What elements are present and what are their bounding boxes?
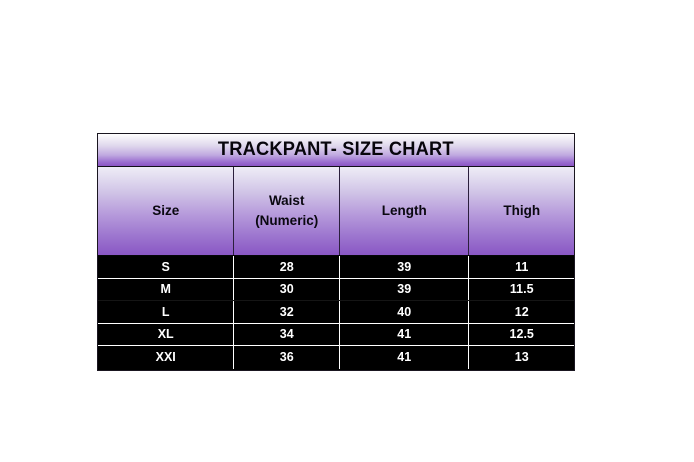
column-header-waist-label: Waist (268, 192, 305, 208)
cell-waist: 30 (234, 278, 340, 300)
table-row: L 32 40 12 (98, 301, 574, 324)
cell-size: XXI (98, 346, 235, 369)
table-header-row: Size Waist (Numeric) Length Thigh (98, 167, 574, 256)
cell-size: L (98, 301, 235, 323)
chart-title-bar: TRACKPANT- SIZE CHART (98, 134, 574, 167)
size-chart-table: TRACKPANT- SIZE CHART Size Waist (Numeri… (97, 133, 575, 371)
table-row: M 30 39 11.5 (98, 278, 574, 301)
cell-thigh: 12.5 (509, 327, 534, 341)
cell-size: M (98, 278, 235, 300)
column-header-thigh-label: Thigh (503, 202, 541, 218)
cell-waist: 32 (234, 301, 340, 323)
column-header-length: Length (340, 167, 470, 255)
column-header-thigh: Thigh (469, 167, 574, 255)
page-title: TRACKPANT- SIZE CHART (218, 139, 454, 160)
cell-length: 39 (340, 278, 470, 300)
cell-waist: 28 (234, 256, 340, 278)
cell-size: XL (98, 323, 235, 345)
table-row: XXI 36 41 13 (98, 346, 574, 369)
column-header-length-label: Length (381, 202, 427, 218)
cell-thigh: 13 (514, 350, 529, 364)
cell-thigh: 12 (514, 304, 529, 319)
cell-waist: 36 (234, 346, 340, 369)
cell-length: 41 (340, 346, 470, 369)
column-header-size: Size (98, 167, 235, 255)
column-header-size-label: Size (152, 202, 180, 218)
table-row: S 28 39 11 (98, 256, 574, 279)
table-body: S 28 39 11 M 30 39 11.5 L 32 40 12 XL 34… (98, 256, 574, 369)
cell-length: 40 (340, 301, 470, 323)
cell-thigh: 11 (515, 259, 529, 274)
cell-waist: 34 (234, 323, 340, 345)
table-row: XL 34 41 12.5 (98, 323, 574, 346)
cell-length: 39 (340, 256, 470, 278)
column-header-waist-sublabel: (Numeric) (255, 213, 319, 228)
cell-thigh: 11.5 (509, 282, 534, 296)
cell-length: 41 (340, 323, 470, 345)
column-header-waist: Waist (Numeric) (234, 167, 340, 255)
cell-size: S (98, 256, 235, 278)
